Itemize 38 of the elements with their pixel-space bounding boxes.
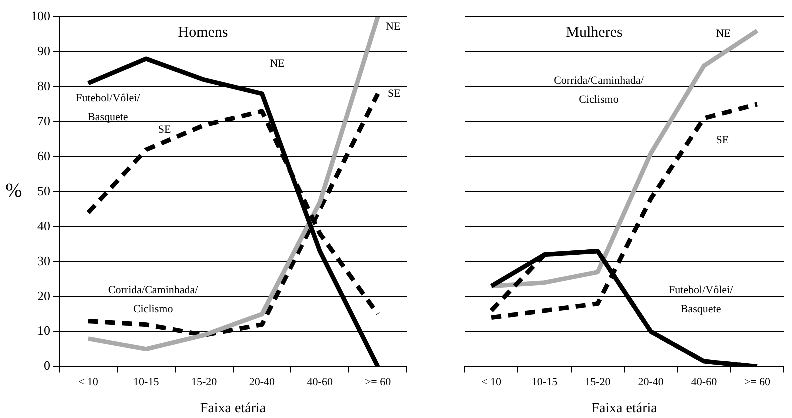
x-tick-label: 10-15 [532, 376, 558, 388]
x-tick-label: >= 60 [744, 376, 771, 388]
text: NE [270, 58, 286, 70]
series-label: SE [158, 124, 172, 136]
x-tick-label: 40-60 [307, 376, 334, 388]
y-tick-label: 20 [38, 288, 50, 304]
x-tick-label: < 10 [78, 376, 99, 388]
y-tick-label: 50 [38, 183, 50, 198]
x-tick-label: 15-20 [585, 376, 612, 388]
annotation: Futebol/Vôlei/ Basquete [668, 284, 734, 316]
x-axis-title: Faixa etária [592, 401, 658, 416]
x-tick-label: >= 60 [364, 376, 392, 388]
x-tick-label: 15-20 [191, 376, 218, 388]
y-tick-label: 60 [38, 148, 50, 164]
series-label: SE [716, 134, 730, 146]
series-label: NE [386, 20, 401, 33]
y-tick-label: 30 [38, 253, 50, 268]
annotation: Futebol/Vôlei/ Basquete [76, 92, 142, 124]
y-tick-label: 40 [38, 218, 50, 234]
x-tick-label: 10-15 [134, 376, 160, 388]
text: Homens [178, 24, 228, 41]
annotation: Corrida/Caminhada/ Ciclismo [554, 74, 645, 106]
series-label: SE [388, 88, 402, 100]
y-tick-label: 10 [38, 323, 50, 338]
x-axis-title: Faixa etária [200, 401, 267, 416]
y-tick-label: 0 [44, 358, 50, 374]
y-tick-label: 70 [38, 113, 50, 128]
y-tick-label: 80 [38, 78, 50, 94]
y-tick-label: 90 [38, 43, 50, 58]
x-tick-label: < 10 [482, 376, 502, 388]
x-tick-label: 40-60 [691, 376, 718, 388]
y-tick-label: 100 [31, 8, 50, 24]
annotation: Corrida/Caminhada/ Ciclismo [108, 284, 200, 316]
x-tick-label: 20-40 [638, 376, 664, 388]
series-label: NE [716, 28, 732, 40]
x-tick-label: 20-40 [249, 376, 276, 388]
text: Mulheres [566, 24, 623, 41]
y-axis-title: % [6, 180, 22, 202]
